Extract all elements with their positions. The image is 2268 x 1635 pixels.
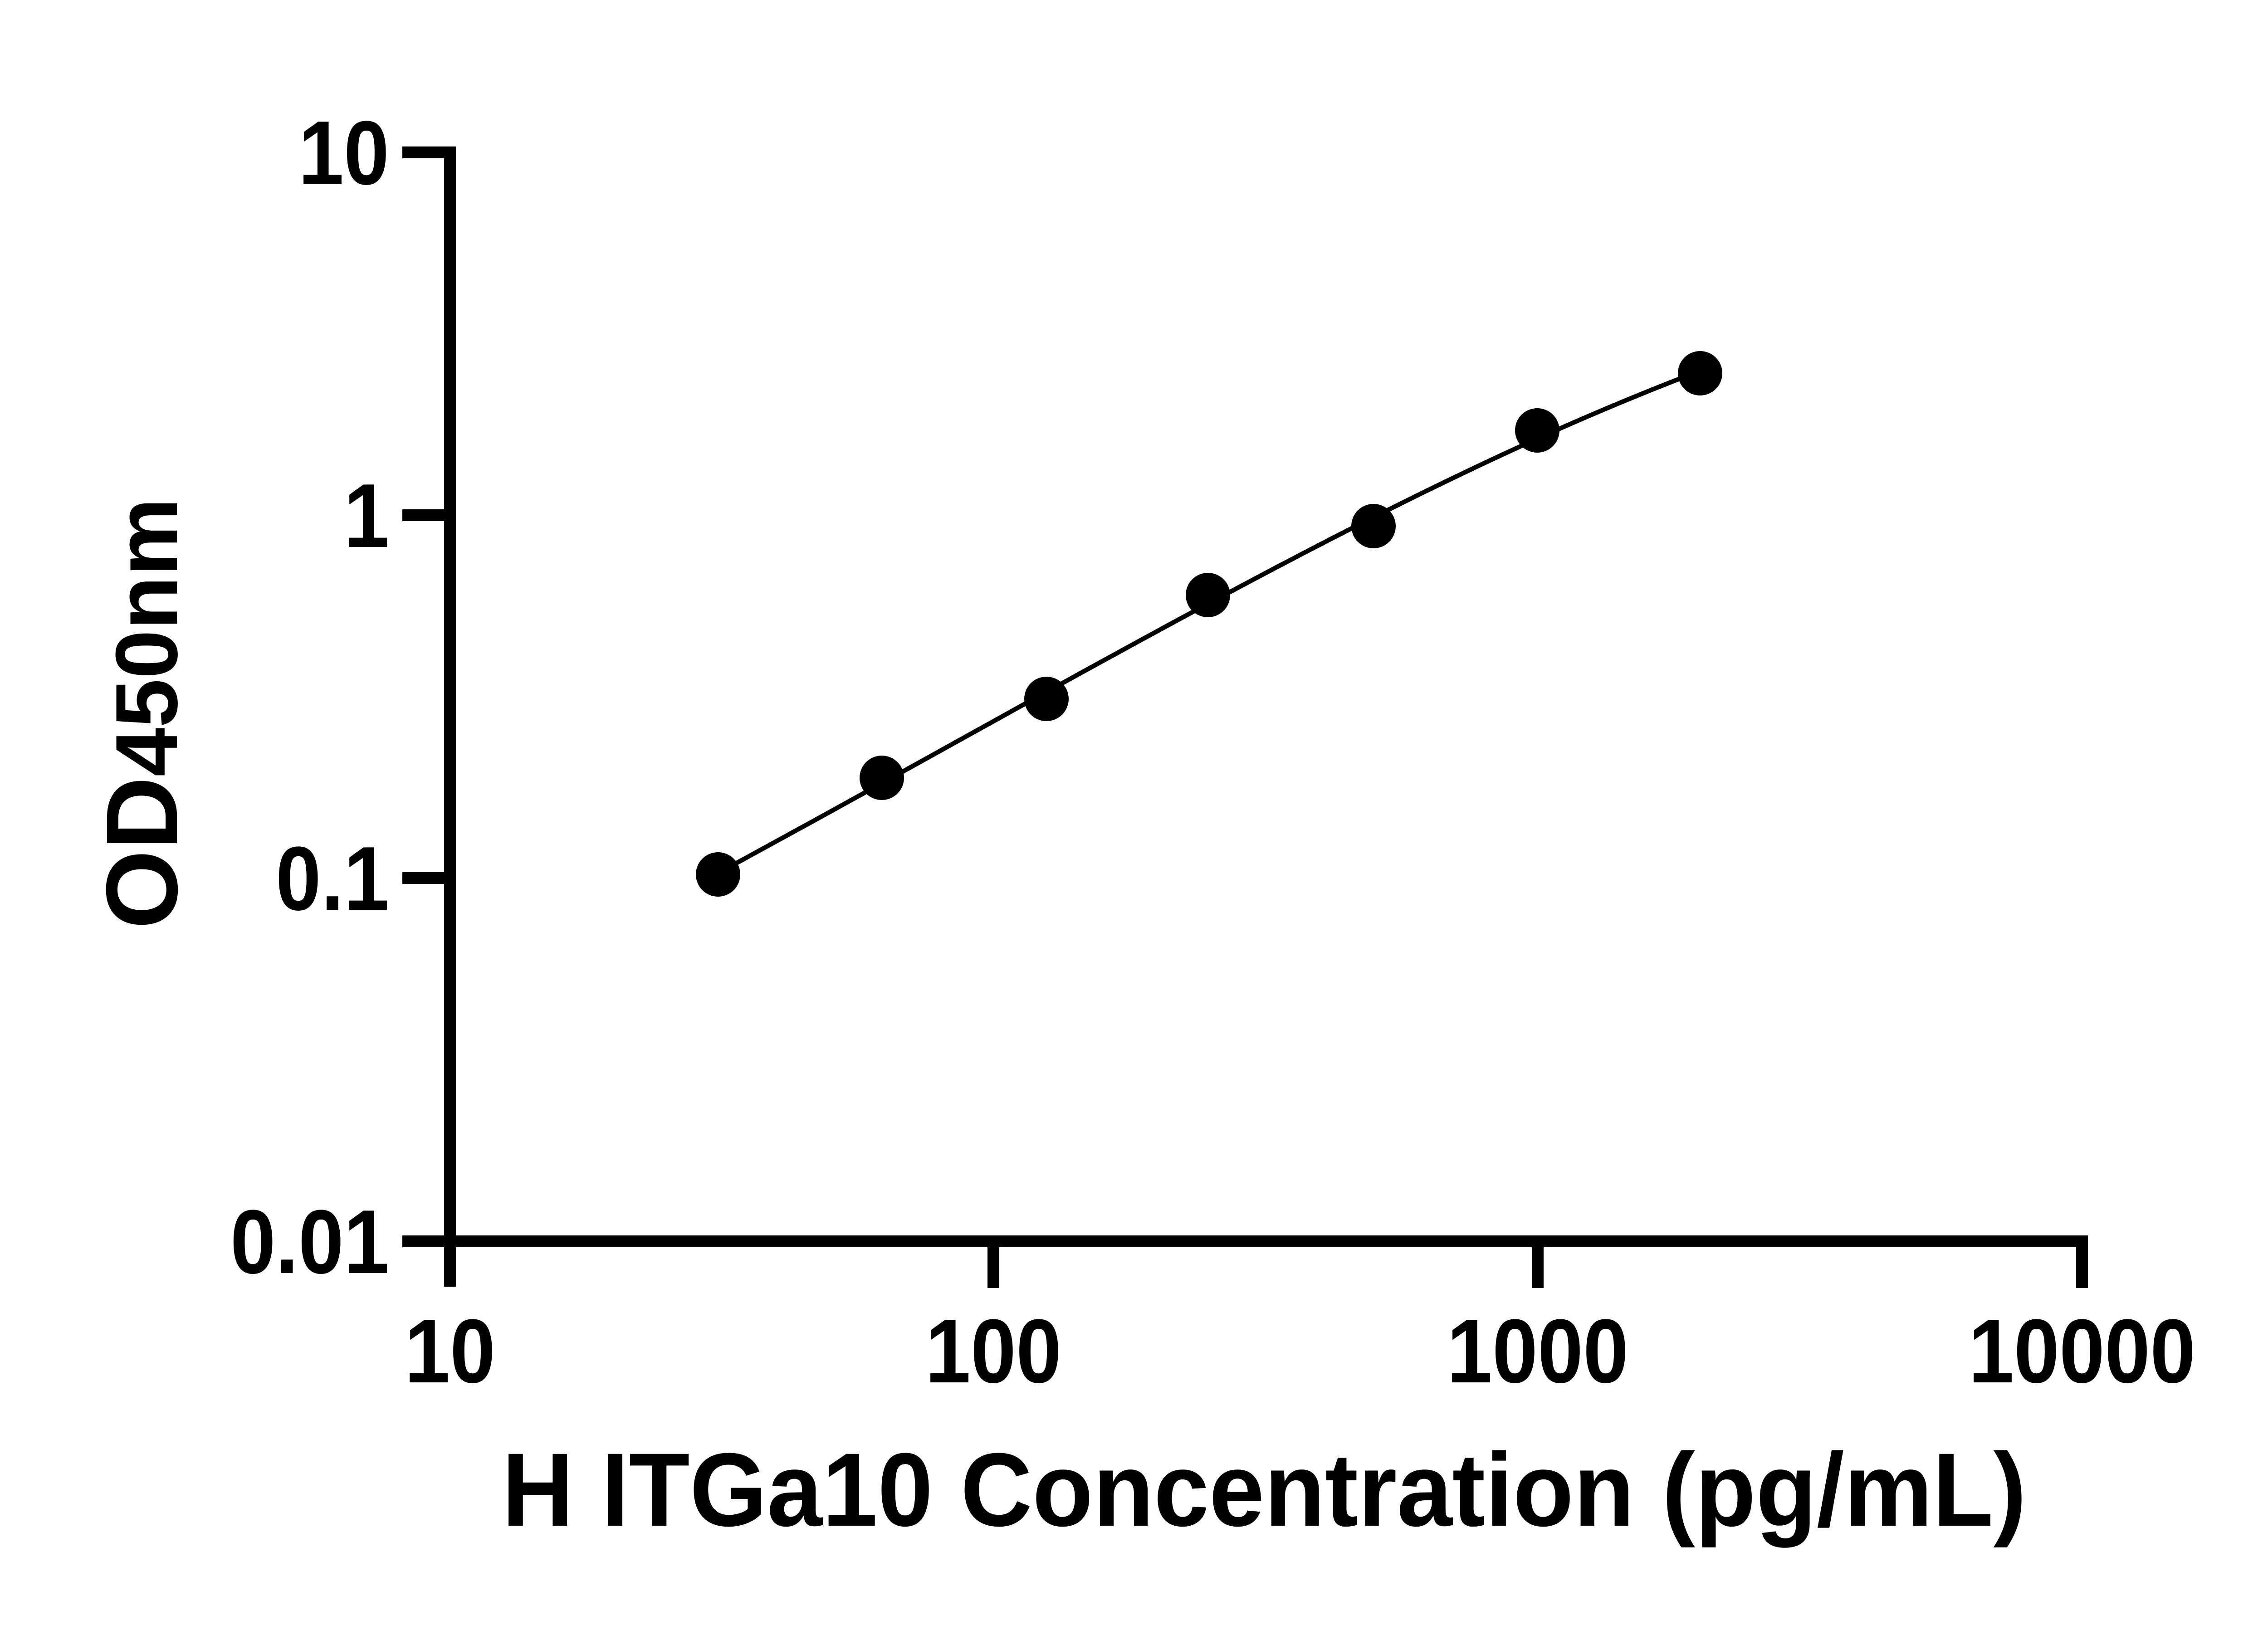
svg-text:H ITGa10 Concentration (pg/mL): H ITGa10 Concentration (pg/mL) — [502, 1431, 2026, 1548]
svg-text:OD450nm: OD450nm — [85, 498, 199, 929]
svg-text:0.01: 0.01 — [230, 1191, 389, 1293]
svg-text:100: 100 — [925, 1301, 1061, 1402]
svg-text:0.1: 0.1 — [276, 828, 389, 929]
svg-text:1000: 1000 — [1447, 1301, 1628, 1402]
svg-text:1: 1 — [344, 465, 389, 566]
svg-text:10: 10 — [298, 102, 389, 204]
svg-text:10: 10 — [405, 1301, 495, 1402]
svg-text:10000: 10000 — [1969, 1301, 2196, 1402]
